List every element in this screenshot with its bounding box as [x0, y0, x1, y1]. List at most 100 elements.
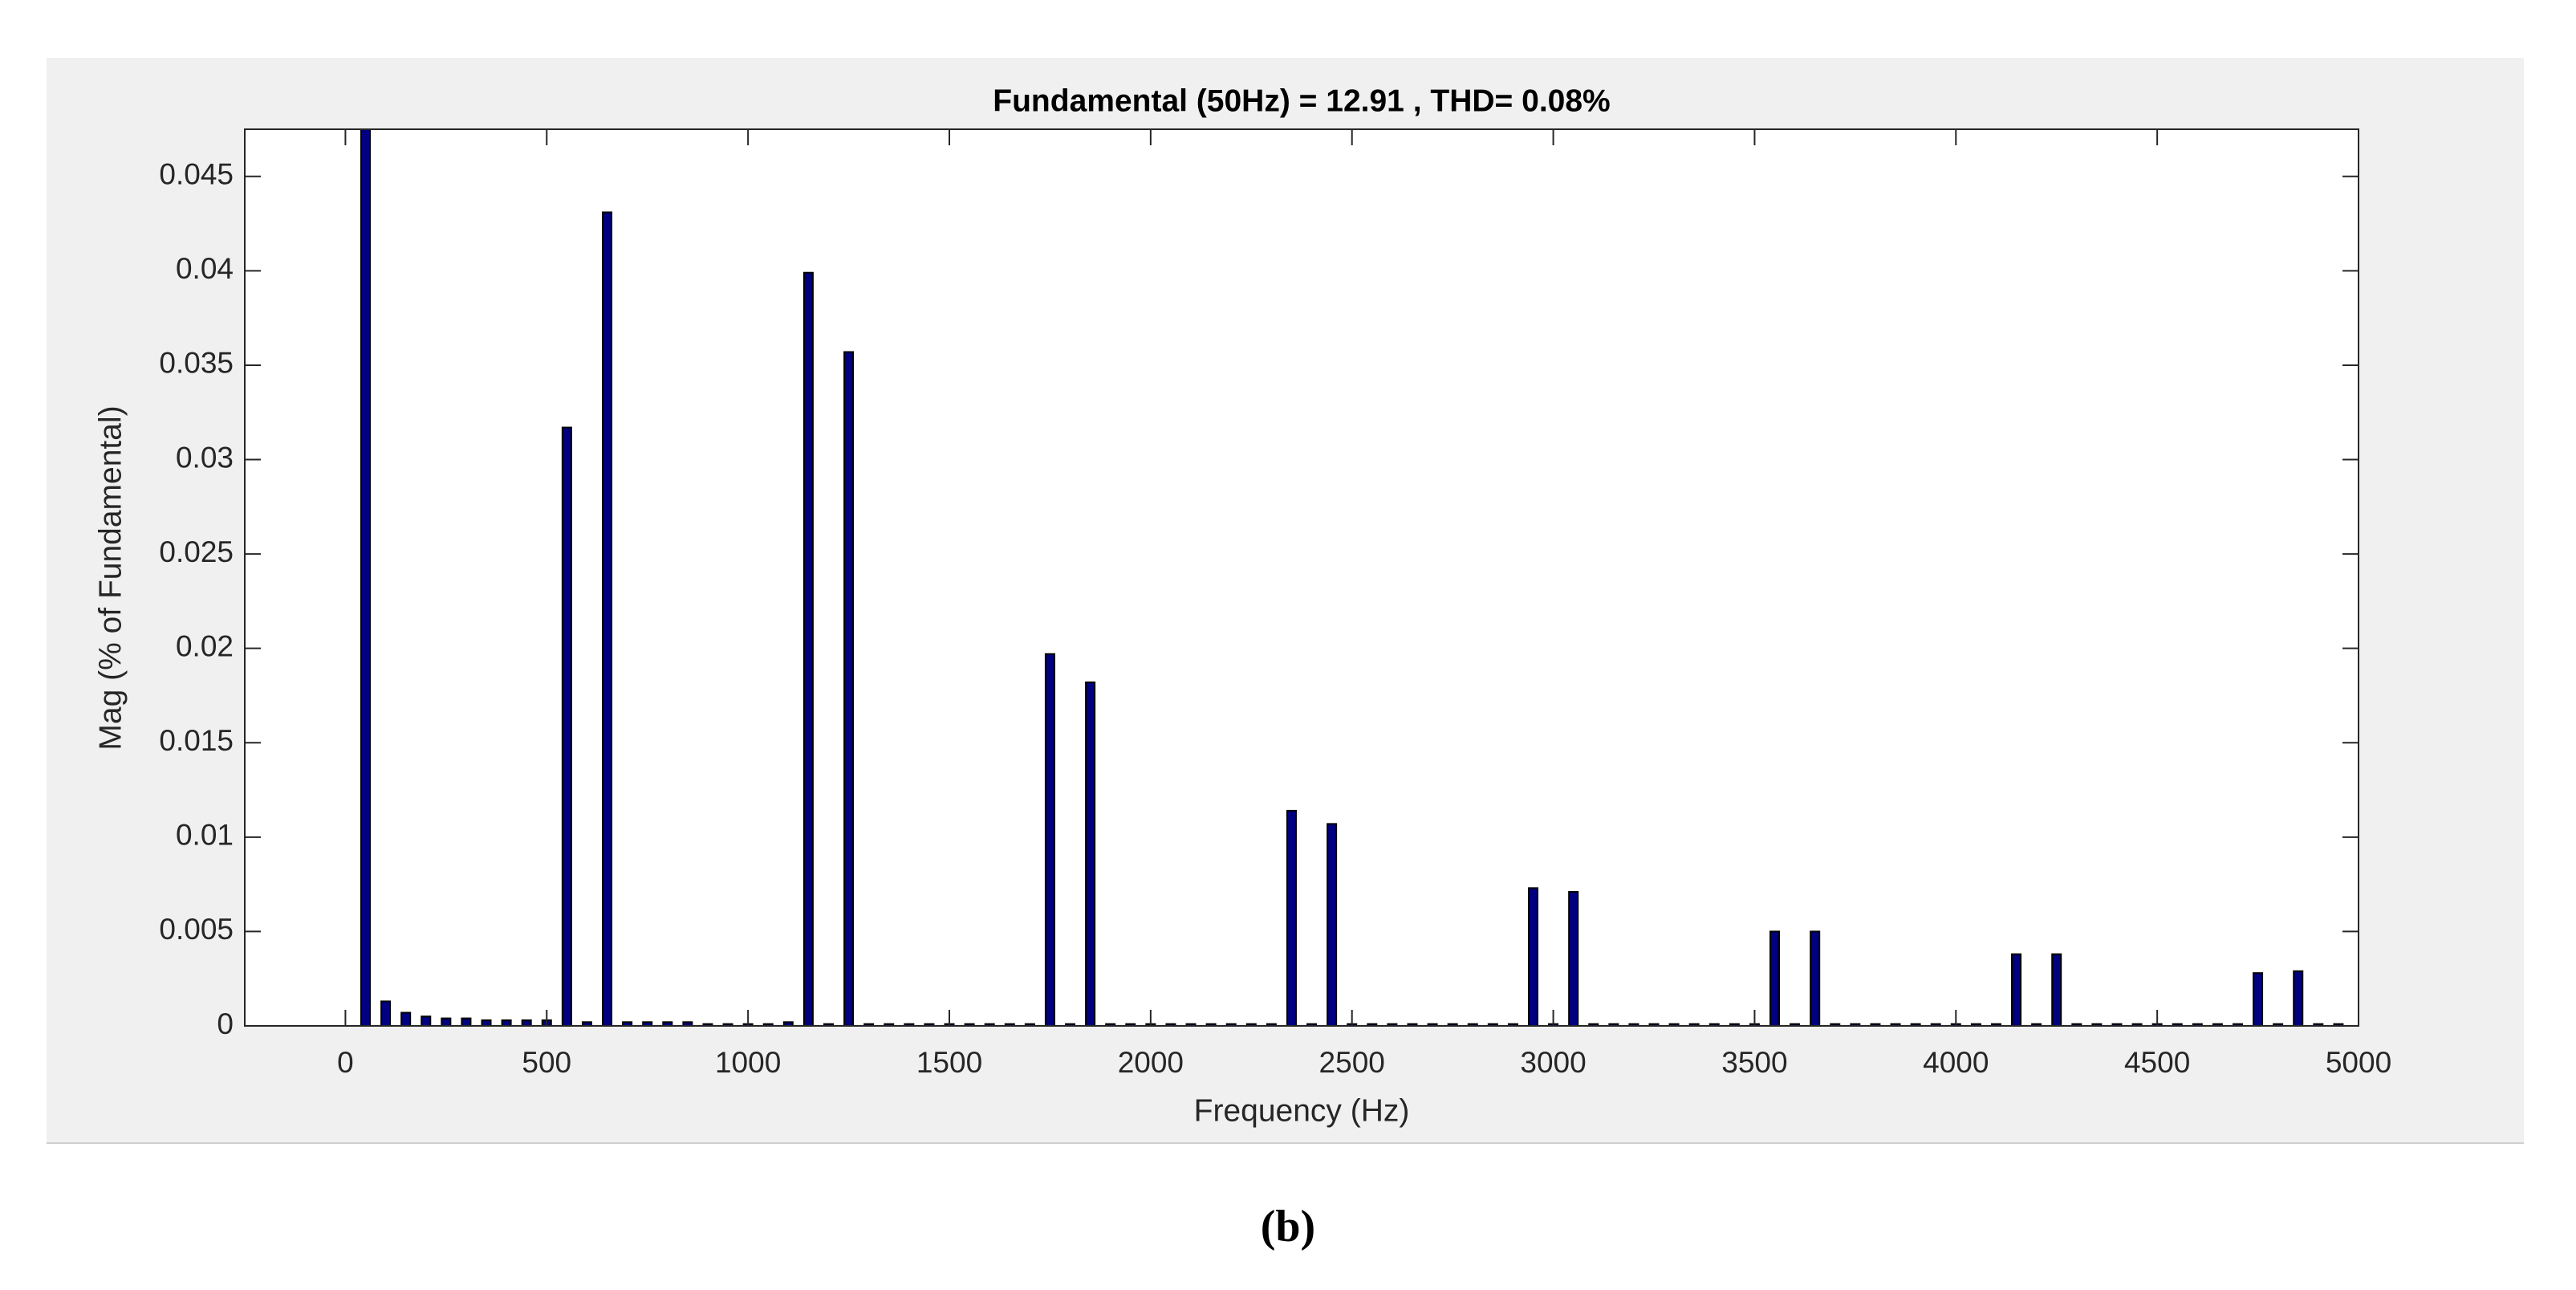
bar [682, 1021, 693, 1026]
bar [2212, 1023, 2223, 1026]
bar [1387, 1023, 1398, 1026]
bar [521, 1019, 532, 1026]
bar [843, 351, 855, 1026]
x-tick-label: 3500 [1721, 1046, 1787, 1079]
bar [1245, 1023, 1257, 1026]
bar [1085, 682, 1096, 1026]
bar [2253, 972, 2264, 1026]
bar [2111, 1023, 2123, 1026]
bar [884, 1023, 895, 1026]
caption: (b) [1261, 1202, 1315, 1251]
bar [1769, 930, 1781, 1026]
y-tick-label: 0.02 [176, 629, 234, 662]
bar [1367, 1023, 1378, 1026]
bar [1004, 1023, 1015, 1026]
bar [1185, 1023, 1197, 1026]
bar [1225, 1023, 1237, 1026]
y-tick-label: 0.015 [159, 724, 234, 757]
bar [2131, 1023, 2143, 1026]
bar [1407, 1023, 1418, 1026]
bar [2031, 1023, 2042, 1026]
x-tick-label: 500 [522, 1046, 571, 1079]
y-tick-label: 0.025 [159, 535, 234, 568]
bar [2192, 1023, 2203, 1026]
bar [1990, 1023, 2001, 1026]
chart-title: Fundamental (50Hz) = 12.91 , THD= 0.08% [993, 83, 1610, 118]
bar [1628, 1023, 1639, 1026]
bar [1327, 823, 1338, 1026]
bar [863, 1023, 875, 1026]
bar [904, 1023, 915, 1026]
bars [360, 129, 2344, 1026]
bar [1286, 809, 1297, 1026]
x-tick-label: 1500 [916, 1046, 982, 1079]
y-tick-label: 0 [217, 1007, 234, 1040]
bar [1024, 1023, 1035, 1026]
y-tick-label: 0.03 [176, 441, 234, 474]
bar [782, 1021, 794, 1026]
axes-background [245, 129, 2359, 1026]
bar [1830, 1023, 1841, 1026]
bar [2011, 953, 2022, 1026]
bar [2091, 1023, 2103, 1026]
x-tick-label: 5000 [2326, 1046, 2391, 1079]
bar [964, 1023, 975, 1026]
x-tick-label: 0 [337, 1046, 354, 1079]
bar [481, 1019, 492, 1026]
bar [1790, 1023, 1801, 1026]
x-tick-label: 4500 [2124, 1046, 2190, 1079]
bar [1105, 1023, 1116, 1026]
bar [1125, 1023, 1136, 1026]
bar [1165, 1023, 1176, 1026]
bar [1709, 1023, 1720, 1026]
bar [1970, 1023, 1981, 1026]
bar [984, 1023, 995, 1026]
bar [1648, 1023, 1660, 1026]
bar [1890, 1023, 1901, 1026]
bar [1527, 887, 1538, 1026]
bar [1870, 1023, 1881, 1026]
bar [762, 1023, 774, 1026]
bar [441, 1017, 452, 1026]
bar [1688, 1023, 1700, 1026]
bar [1568, 891, 1579, 1026]
bar [360, 129, 372, 1026]
bar [2293, 970, 2304, 1026]
bar [400, 1011, 412, 1026]
bar [924, 1023, 935, 1026]
bar [1065, 1023, 1076, 1026]
x-tick-label: 2000 [1118, 1046, 1184, 1079]
bar [1729, 1023, 1740, 1026]
bar [1810, 930, 1821, 1026]
y-tick-label: 0.04 [176, 252, 234, 285]
bar [1266, 1023, 1277, 1026]
bar [662, 1021, 673, 1026]
bar [2172, 1023, 2183, 1026]
bar [802, 271, 814, 1026]
bar [1205, 1023, 1217, 1026]
bar [2232, 1023, 2243, 1026]
bar [1507, 1023, 1518, 1026]
bar [602, 211, 613, 1026]
bar [501, 1019, 512, 1026]
bar [642, 1021, 653, 1026]
y-tick-label: 0.035 [159, 347, 234, 380]
bar [2071, 1023, 2082, 1026]
bar [1588, 1023, 1599, 1026]
bar [702, 1023, 713, 1026]
y-tick-label: 0.005 [159, 913, 234, 946]
bar [1608, 1023, 1619, 1026]
bar [622, 1021, 633, 1026]
bar [1427, 1023, 1438, 1026]
bar [1044, 653, 1055, 1026]
bar [1668, 1023, 1680, 1026]
bar [421, 1015, 432, 1026]
y-tick-label: 0.01 [176, 819, 234, 852]
bar [2051, 953, 2062, 1026]
bar [380, 1000, 392, 1026]
bar [1467, 1023, 1478, 1026]
x-axis-label: Frequency (Hz) [1194, 1093, 1410, 1128]
x-tick-label: 3000 [1520, 1046, 1586, 1079]
